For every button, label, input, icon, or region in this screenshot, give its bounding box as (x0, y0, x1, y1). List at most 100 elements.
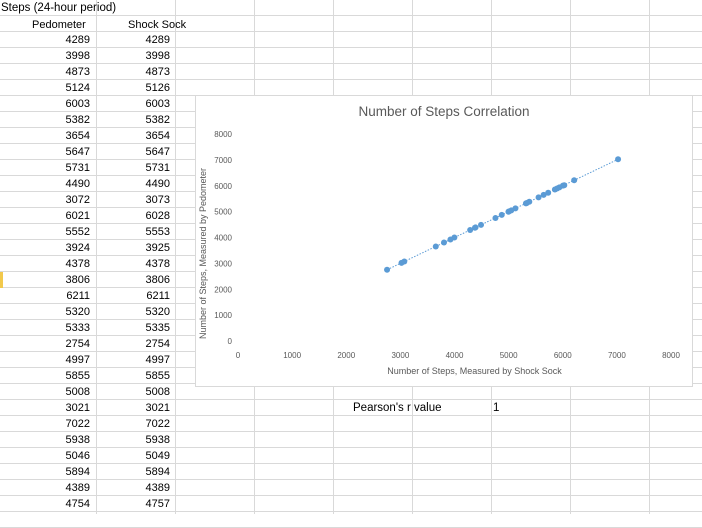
cell-shock-sock[interactable]: 4873 (145, 66, 170, 78)
cell-shock-sock[interactable]: 2754 (145, 338, 170, 350)
grid-column-line (175, 0, 176, 514)
cell-shock-sock[interactable]: 6028 (145, 210, 170, 222)
cell-pedometer[interactable]: 5320 (65, 306, 90, 318)
cell-pedometer[interactable]: 4378 (65, 258, 90, 270)
cell-shock-sock[interactable]: 5049 (145, 450, 170, 462)
data-point (508, 207, 515, 214)
cell-pedometer[interactable]: 3072 (65, 194, 90, 206)
cell-pedometer[interactable]: 3998 (65, 50, 90, 62)
data-point (492, 214, 499, 221)
grid-row-line (0, 47, 702, 48)
grid-row-line (0, 415, 702, 416)
y-tick-label: 2000 (214, 285, 232, 294)
cell-shock-sock[interactable]: 5553 (145, 226, 170, 238)
x-tick-label: 4000 (446, 351, 464, 360)
cell-pedometer[interactable]: 5046 (65, 450, 90, 462)
cell-shock-sock[interactable]: 3998 (145, 50, 170, 62)
cell-pedometer[interactable]: 5124 (65, 82, 90, 94)
cell-shock-sock[interactable]: 3806 (145, 274, 170, 286)
chart-title: Number of Steps Correlation (358, 104, 530, 119)
x-tick-label: 0 (236, 351, 241, 360)
cell-pedometer[interactable]: 2754 (65, 338, 90, 350)
y-axis-label: Number of Steps, Measured by Pedometer (198, 168, 208, 339)
cell-pedometer[interactable]: 5552 (65, 226, 90, 238)
pearson-value[interactable]: 1 (493, 402, 500, 414)
chart-plot: 0 1000 2000 3000 4000 5000 6000 7000 8000 0 1000 20… (198, 130, 680, 376)
y-tick-label: 1000 (214, 311, 232, 320)
data-point (472, 224, 479, 231)
grid-column-line (96, 0, 97, 514)
cell-shock-sock[interactable]: 3654 (145, 130, 170, 142)
sheet-title[interactable]: Steps (24-hour period) (1, 2, 117, 14)
x-tick-label: 5000 (500, 351, 518, 360)
cell-pedometer[interactable]: 6211 (66, 290, 90, 302)
cell-pedometer[interactable]: 4873 (65, 66, 90, 78)
cell-pedometer[interactable]: 4490 (65, 178, 90, 190)
cell-pedometer[interactable]: 3021 (65, 402, 90, 414)
cell-shock-sock[interactable]: 4389 (145, 482, 170, 494)
cell-pedometer[interactable]: 6003 (65, 98, 90, 110)
grid-row-line (0, 463, 702, 464)
cell-pedometer[interactable]: 5647 (65, 146, 90, 158)
cell-shock-sock[interactable]: 7022 (145, 418, 170, 430)
scatter-chart[interactable]: 0 1000 2000 3000 4000 5000 6000 7000 8000 0 1000 20… (195, 95, 693, 387)
cell-shock-sock[interactable]: 6003 (145, 98, 170, 110)
grid-row-line (0, 63, 702, 64)
cell-shock-sock[interactable]: 5731 (145, 162, 170, 174)
data-point (571, 177, 578, 184)
cell-pedometer[interactable]: 5333 (65, 322, 90, 334)
cell-shock-sock[interactable]: 5126 (145, 82, 170, 94)
cell-pedometer[interactable]: 4754 (65, 498, 90, 510)
cell-shock-sock[interactable]: 4490 (145, 178, 170, 190)
cell-shock-sock[interactable]: 5647 (145, 146, 170, 158)
cell-shock-sock[interactable]: 3073 (145, 194, 170, 206)
cell-shock-sock[interactable]: 5855 (145, 370, 170, 382)
grid-row-line (0, 31, 702, 32)
data-point (554, 185, 561, 192)
trendline (386, 158, 619, 271)
y-tick-label: 0 (228, 337, 233, 346)
cell-shock-sock[interactable]: 5320 (145, 306, 170, 318)
cell-pedometer[interactable]: 4389 (65, 482, 90, 494)
column-header-shock-sock[interactable]: Shock Sock (128, 19, 187, 31)
cell-pedometer[interactable]: 3806 (65, 274, 90, 286)
y-tick-label: 5000 (214, 208, 232, 217)
cell-shock-sock[interactable]: 3021 (145, 402, 170, 414)
cell-pedometer[interactable]: 5938 (65, 434, 90, 446)
cell-pedometer[interactable]: 3924 (65, 242, 90, 254)
cell-shock-sock[interactable]: 6211 (146, 290, 170, 302)
data-point (478, 221, 485, 228)
data-point (432, 243, 439, 250)
cell-shock-sock[interactable]: 4378 (145, 258, 170, 270)
y-tick-label: 8000 (214, 130, 232, 139)
cell-pedometer[interactable]: 5855 (65, 370, 90, 382)
cell-pedometer[interactable]: 5731 (65, 162, 90, 174)
data-point (398, 259, 405, 266)
column-header-pedometer[interactable]: Pedometer (32, 19, 86, 31)
cell-shock-sock[interactable]: 4757 (145, 498, 170, 510)
cell-pedometer[interactable]: 5382 (65, 114, 90, 126)
cell-shock-sock[interactable]: 4997 (145, 354, 170, 366)
cell-shock-sock[interactable]: 5382 (145, 114, 170, 126)
grid-row-line (0, 431, 702, 432)
cell-shock-sock[interactable]: 4289 (145, 34, 170, 46)
cell-pedometer[interactable]: 5008 (65, 386, 90, 398)
cell-shock-sock[interactable]: 5938 (145, 434, 170, 446)
cell-pedometer[interactable]: 7022 (65, 418, 90, 430)
grid-row-line (0, 399, 702, 400)
cell-shock-sock[interactable]: 3925 (145, 242, 170, 254)
cell-shock-sock[interactable]: 5894 (145, 466, 170, 478)
data-point (384, 266, 391, 273)
cell-shock-sock[interactable]: 5335 (145, 322, 170, 334)
cell-pedometer[interactable]: 6021 (65, 210, 90, 222)
y-tick-label: 4000 (214, 234, 232, 243)
cell-pedometer[interactable]: 4997 (65, 354, 90, 366)
grid-row-line (0, 479, 702, 480)
cell-pedometer[interactable]: 5894 (65, 466, 90, 478)
cell-shock-sock[interactable]: 5008 (145, 386, 170, 398)
data-point (440, 239, 447, 246)
grid-row-line (0, 495, 702, 496)
cell-pedometer[interactable]: 4289 (65, 34, 90, 46)
pearson-label[interactable]: Pearson's r value (353, 402, 442, 414)
cell-pedometer[interactable]: 3654 (65, 130, 90, 142)
